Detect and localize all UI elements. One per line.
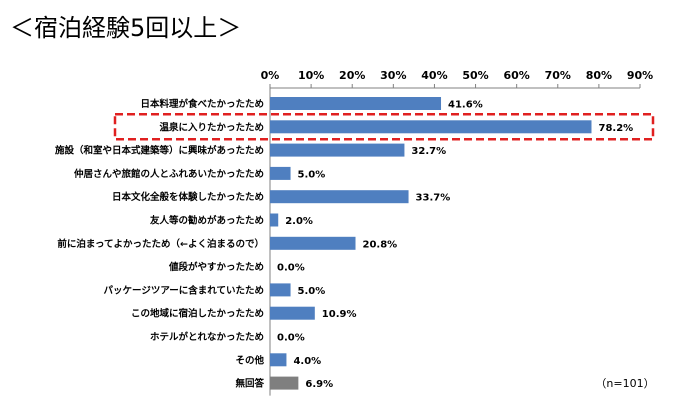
x-tick-label: 90% [627, 69, 653, 82]
value-label: 41.6% [448, 100, 483, 111]
category-label: 値段がやすかったため [168, 261, 264, 273]
x-tick-label: 80% [586, 69, 612, 82]
x-tick-label: 20% [339, 69, 365, 82]
bar [270, 97, 442, 110]
category-label: 施設（和室や日本式建築等）に興味があったため [55, 145, 264, 157]
value-label: 33.7% [416, 193, 451, 204]
value-label: 5.0% [298, 286, 326, 297]
category-label: 無回答 [235, 378, 264, 390]
x-tick-label: 60% [503, 69, 529, 82]
bar [270, 190, 409, 204]
bar [270, 143, 405, 157]
value-label: 6.9% [305, 379, 333, 390]
value-label: 78.2% [598, 123, 633, 134]
category-label: 仲居さんや旅館の人とふれあいたかったため [74, 168, 264, 180]
x-tick-label: 50% [462, 69, 488, 82]
value-label: 10.9% [322, 309, 357, 320]
x-tick-label: 30% [380, 69, 406, 82]
category-label: パッケージツアーに含まれていたため [104, 284, 264, 296]
value-labels: 41.6% 78.2% 32.7% 5.0% 33.7% 2.0% 20.8% 0.0% 5.0… [277, 100, 633, 391]
bar [270, 213, 279, 227]
bar [270, 283, 291, 297]
value-label: 0.0% [277, 263, 305, 274]
category-label: この地域に宿泊したかったため [131, 308, 264, 320]
x-tick-label: 0% [261, 69, 280, 82]
sample-size-note: （n=101） [595, 377, 654, 390]
category-label: 日本料理が食べたかったため [140, 98, 264, 110]
value-label: 5.0% [298, 169, 326, 180]
category-labels: 日本料理が食べたかったため温泉に入りたかったため施設（和室や日本式建築等）に興味… [55, 98, 265, 390]
value-label: 32.7% [411, 146, 446, 157]
x-tick-label: 40% [421, 69, 447, 82]
highlight-box [113, 113, 655, 141]
value-label: 4.0% [293, 356, 321, 367]
bar [270, 306, 315, 320]
value-label: 20.8% [363, 239, 398, 250]
bar [270, 166, 291, 180]
bars [270, 97, 592, 390]
category-label: 日本文化全般を体験したかったため [112, 191, 264, 203]
x-tick-label: 70% [545, 69, 571, 82]
value-label: 0.0% [277, 333, 305, 344]
bar [270, 120, 592, 134]
bar [270, 236, 356, 250]
category-label: ホテルがとれなかったため [150, 331, 264, 343]
category-label: 友人等の勧めがあったため [149, 215, 264, 227]
value-label: 2.0% [285, 216, 313, 227]
category-label: 温泉に入りたかったため [159, 121, 264, 133]
chart-title: ＜宿泊経験5回以上＞ [10, 14, 241, 42]
x-axis: 0% 10% 20% 30% 40% 50% 60% 70% 80% 90% [261, 69, 653, 396]
category-label: その他 [235, 354, 264, 366]
category-label: 前に泊まってよかったため（←よく泊まるので） [57, 238, 264, 250]
bar [270, 376, 299, 390]
bar [270, 353, 287, 367]
x-tick-label: 10% [298, 69, 324, 82]
